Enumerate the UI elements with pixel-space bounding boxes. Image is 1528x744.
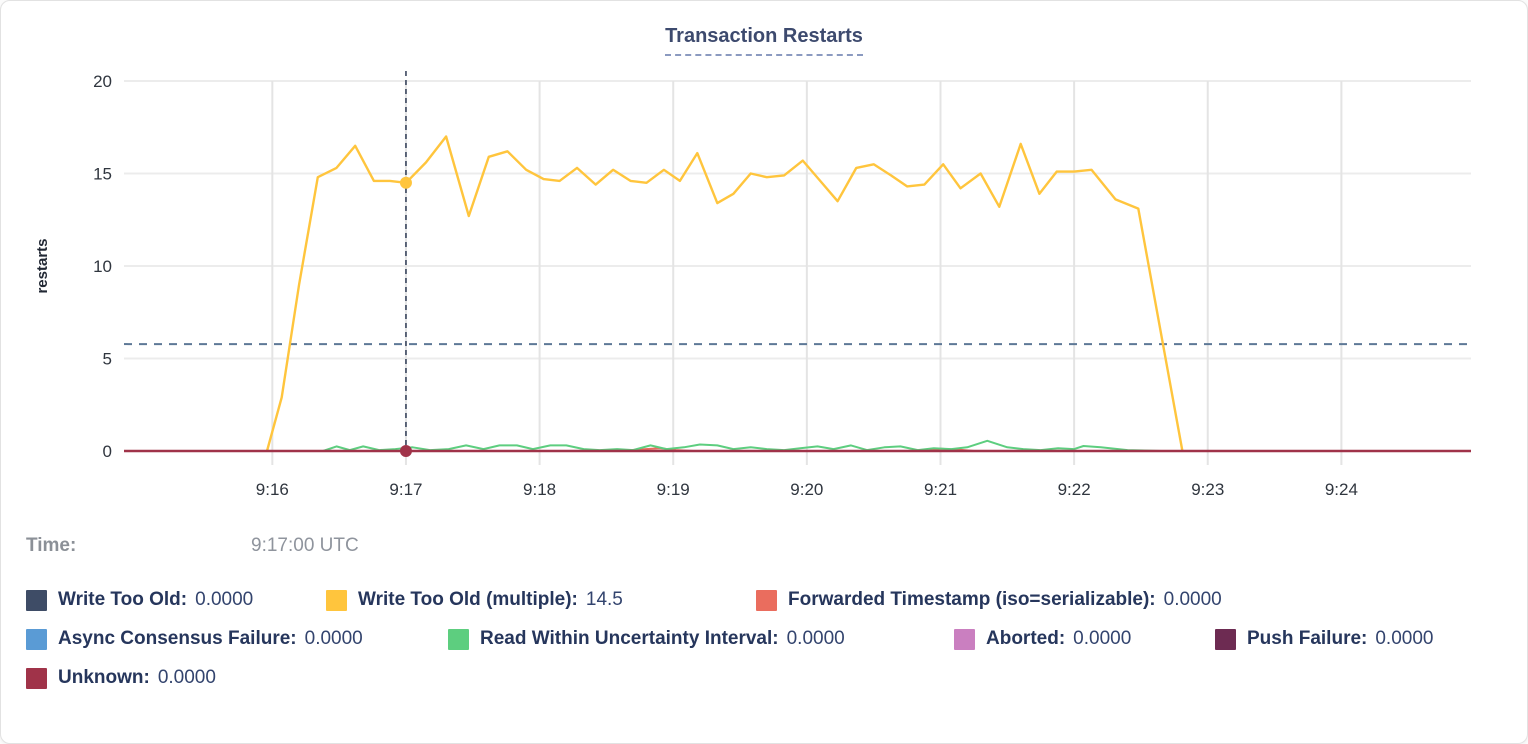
y-tick-label: 10 [93,257,112,276]
legend-row: Async Consensus Failure: 0.0000 Read Wit… [26,628,1507,650]
series-swatch [326,589,347,611]
series-label: Read Within Uncertainty Interval: [480,628,779,649]
chart-legend: Write Too Old: 0.0000 Write Too Old (mul… [26,589,1507,706]
legend-item-async-consensus-failure: Async Consensus Failure: 0.0000 [26,628,448,650]
series-line [322,439,1162,452]
x-tick-label: 9:23 [1191,480,1224,499]
series-swatch [1215,628,1236,650]
series-value: 14.5 [585,589,623,610]
series-value: 0.0000 [1163,589,1222,610]
x-tick-label: 9:22 [1058,480,1091,499]
series-label: Write Too Old: [58,589,188,610]
y-tick-label: 15 [93,165,112,184]
legend-item-unknown: Unknown: 0.0000 [26,667,216,689]
series-label: Push Failure: [1247,628,1368,649]
series-swatch [756,589,777,611]
hover-time-value: 9:17:00 UTC [251,535,359,556]
y-tick-label: 0 [103,442,112,461]
legend-item-write-too-old-multiple: Write Too Old (multiple): 14.5 [326,589,756,611]
series-swatch [954,628,975,650]
x-tick-label: 9:20 [790,480,823,499]
series-value: 0.0000 [304,628,363,649]
legend-row: Write Too Old: 0.0000 Write Too Old (mul… [26,589,1507,611]
y-axis-label: restarts [34,238,51,293]
restarts-chart[interactable]: 0 5 10 15 20 9:16 9:17 9:18 9:19 9:20 9:21 9:22 9:23… [1,1,1528,513]
legend-item-write-too-old: Write Too Old: 0.0000 [26,589,326,611]
series-value: 0.0000 [195,589,254,610]
hover-point-dot [399,445,412,457]
series-value: 0.0000 [157,667,216,688]
series-value: 0.0000 [1073,628,1132,649]
hover-point-dot [399,176,412,189]
x-tick-label: 9:17 [389,480,422,499]
hover-time-label: Time: [26,535,77,556]
series-swatch [26,667,47,689]
y-tick-label: 5 [103,350,112,369]
legend-row: Unknown: 0.0000 [26,667,1507,689]
x-tick-label: 9:24 [1325,480,1358,499]
series-label: Forwarded Timestamp (iso=serializable): [788,589,1156,610]
chart-title-wrap: Transaction Restarts [1,25,1527,56]
hover-time-row: Time: 9:17:00 UTC [26,535,726,557]
legend-item-forwarded-timestamp: Forwarded Timestamp (iso=serializable): … [756,589,1222,611]
series-label: Aborted: [986,628,1066,649]
x-tick-label: 9:16 [256,480,289,499]
series-label: Async Consensus Failure: [58,628,297,649]
x-tick-label: 9:21 [924,480,957,499]
series-value: 0.0000 [1375,628,1434,649]
legend-item-push-failure: Push Failure: 0.0000 [1215,628,1433,650]
legend-item-read-within-uncertainty: Read Within Uncertainty Interval: 0.0000 [448,628,954,650]
series-value: 0.0000 [786,628,845,649]
legend-item-aborted: Aborted: 0.0000 [954,628,1215,650]
series-swatch [26,589,47,611]
series-swatch [448,628,469,650]
series-label: Write Too Old (multiple): [358,589,578,610]
y-tick-label: 20 [93,72,112,91]
series-label: Unknown: [58,667,150,688]
x-tick-label: 9:19 [657,480,690,499]
chart-title[interactable]: Transaction Restarts [665,25,863,56]
series-swatch [26,628,47,650]
x-tick-label: 9:18 [523,480,556,499]
